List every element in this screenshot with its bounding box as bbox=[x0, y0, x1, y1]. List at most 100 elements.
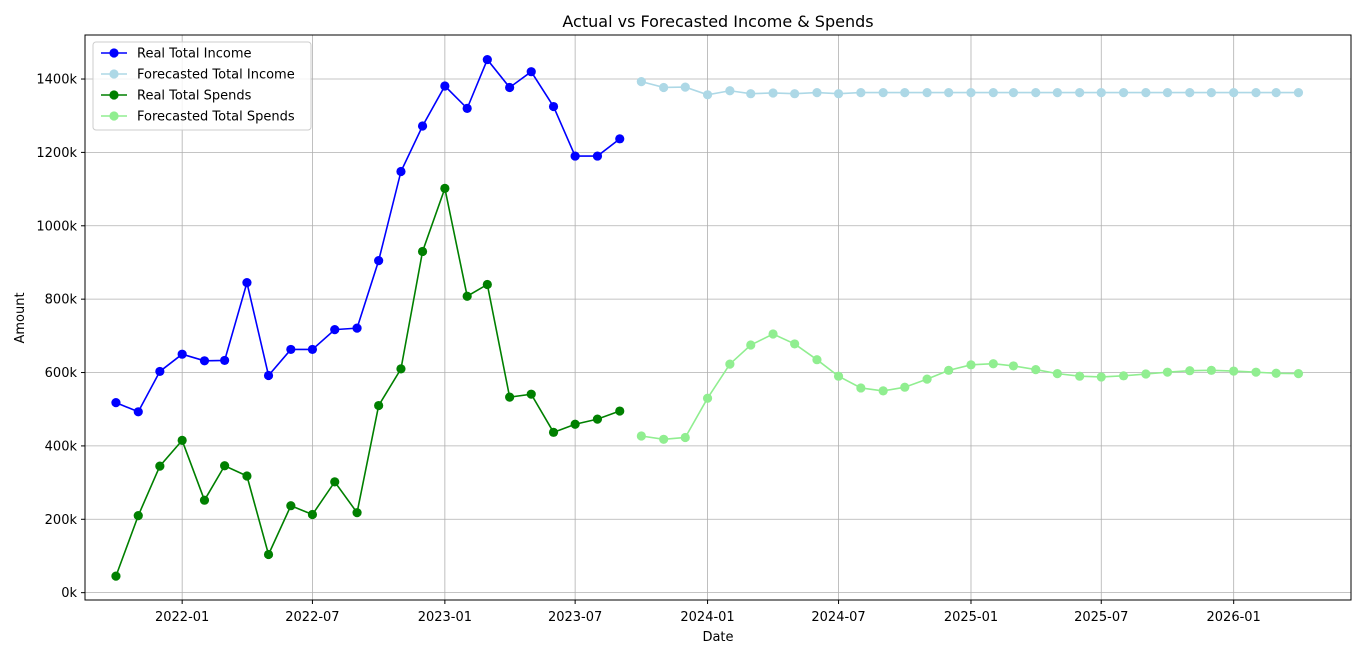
x-tick-label: 2022-01 bbox=[155, 610, 209, 625]
data-point-forecasted-total-income bbox=[1141, 88, 1151, 98]
legend-item: Forecasted Total Income bbox=[101, 68, 295, 83]
legend-label: Real Total Spends bbox=[137, 89, 252, 104]
data-point-forecasted-total-spends bbox=[636, 431, 646, 441]
data-point-real-total-income bbox=[592, 151, 603, 161]
data-point-real-total-spends bbox=[133, 511, 143, 521]
series-forecasted-total-spends bbox=[636, 329, 1304, 444]
series-group bbox=[111, 54, 1304, 581]
data-point-real-total-spends bbox=[548, 427, 559, 437]
data-point-real-total-spends bbox=[111, 571, 121, 581]
data-point-forecasted-total-income bbox=[1185, 88, 1195, 98]
data-point-forecasted-total-income bbox=[768, 88, 778, 98]
data-point-forecasted-total-income bbox=[1052, 88, 1062, 98]
data-point-forecasted-total-income bbox=[1008, 88, 1019, 98]
data-point-real-total-spends bbox=[462, 291, 472, 301]
data-point-real-total-spends bbox=[440, 183, 450, 193]
data-point-forecasted-total-income bbox=[725, 86, 735, 96]
data-point-forecasted-total-income bbox=[1251, 88, 1261, 98]
data-point-real-total-spends bbox=[330, 477, 340, 487]
data-point-real-total-spends bbox=[505, 392, 515, 402]
x-tick-label: 2025-07 bbox=[1074, 610, 1128, 625]
data-point-forecasted-total-income bbox=[900, 88, 910, 98]
data-point-forecasted-total-spends bbox=[922, 374, 932, 384]
data-point-forecasted-total-income bbox=[1031, 88, 1041, 98]
data-point-forecasted-total-income bbox=[790, 89, 800, 99]
data-point-forecasted-total-spends bbox=[746, 340, 756, 350]
legend-item: Forecasted Total Spends bbox=[101, 110, 295, 125]
data-point-forecasted-total-spends bbox=[790, 339, 800, 349]
data-point-forecasted-total-spends bbox=[944, 365, 954, 375]
data-point-real-total-spends bbox=[177, 435, 187, 446]
data-point-forecasted-total-spends bbox=[833, 371, 844, 381]
data-point-forecasted-total-spends bbox=[900, 382, 910, 392]
data-point-forecasted-total-income bbox=[1206, 88, 1216, 98]
data-point-real-total-spends bbox=[482, 279, 492, 290]
data-point-real-total-income bbox=[133, 407, 143, 417]
data-point-real-total-income bbox=[199, 356, 210, 366]
data-point-forecasted-total-spends bbox=[1185, 366, 1195, 376]
data-point-real-total-income bbox=[307, 344, 318, 355]
data-point-forecasted-total-spends bbox=[1229, 366, 1239, 376]
data-point-real-total-income bbox=[111, 398, 121, 408]
data-point-real-total-income bbox=[548, 101, 559, 112]
data-point-real-total-income bbox=[220, 355, 230, 366]
legend-marker bbox=[109, 111, 119, 121]
legend: Real Total Income Forecasted Total Income… bbox=[92, 41, 312, 131]
data-point-forecasted-total-spends bbox=[702, 393, 713, 403]
data-point-real-total-income bbox=[417, 121, 428, 131]
data-point-real-total-income bbox=[242, 278, 252, 288]
axis-ticks: 0k 200k 400k 600k 800k 1000k 1200k 1400k 2022-01… bbox=[36, 73, 1260, 625]
legend-item: Real Total Spends bbox=[101, 89, 252, 104]
data-point-real-total-spends bbox=[526, 389, 536, 399]
data-point-real-total-spends bbox=[242, 471, 252, 481]
legend-marker bbox=[109, 69, 119, 79]
chart-title: Actual vs Forecasted Income & Spends bbox=[562, 12, 873, 31]
data-point-forecasted-total-spends bbox=[988, 359, 998, 369]
data-point-real-total-income bbox=[505, 82, 515, 93]
data-point-real-total-income bbox=[286, 344, 296, 355]
data-point-forecasted-total-spends bbox=[680, 432, 690, 443]
data-point-forecasted-total-spends bbox=[725, 359, 735, 369]
data-point-real-total-spends bbox=[286, 501, 296, 511]
data-point-forecasted-total-income bbox=[636, 76, 646, 87]
data-point-forecasted-total-income bbox=[659, 82, 669, 93]
data-point-forecasted-total-spends bbox=[1052, 369, 1062, 379]
data-point-real-total-income bbox=[615, 134, 625, 144]
data-point-forecasted-total-income bbox=[1075, 88, 1085, 98]
data-point-real-total-income bbox=[396, 166, 406, 177]
x-tick-label: 2023-07 bbox=[548, 610, 602, 625]
data-point-forecasted-total-income bbox=[702, 90, 713, 100]
data-point-forecasted-total-spends bbox=[812, 355, 822, 365]
data-point-real-total-income bbox=[482, 54, 492, 65]
data-point-forecasted-total-spends bbox=[1031, 364, 1041, 375]
data-point-real-total-income bbox=[570, 151, 580, 161]
data-point-real-total-spends bbox=[417, 246, 428, 257]
data-point-forecasted-total-spends bbox=[659, 434, 669, 444]
data-point-forecasted-total-income bbox=[833, 89, 844, 99]
x-tick-label: 2022-07 bbox=[285, 610, 339, 625]
data-point-forecasted-total-income bbox=[878, 88, 888, 98]
series-real-total-spends bbox=[111, 183, 625, 581]
y-tick-label: 1200k bbox=[36, 146, 77, 161]
data-point-real-total-income bbox=[155, 366, 165, 377]
data-point-forecasted-total-spends bbox=[1096, 372, 1106, 382]
legend-label: Forecasted Total Spends bbox=[137, 110, 295, 125]
y-tick-label: 1400k bbox=[36, 73, 77, 88]
data-point-real-total-income bbox=[462, 103, 472, 113]
x-tick-label: 2025-01 bbox=[944, 610, 998, 625]
y-axis-label: Amount bbox=[13, 292, 28, 343]
data-point-real-total-spends bbox=[374, 400, 384, 411]
data-point-real-total-income bbox=[374, 256, 384, 266]
data-point-forecasted-total-spends bbox=[1206, 365, 1216, 375]
data-point-real-total-spends bbox=[263, 549, 274, 560]
data-point-real-total-spends bbox=[352, 508, 362, 518]
data-point-real-total-spends bbox=[396, 364, 406, 374]
data-point-forecasted-total-spends bbox=[1008, 361, 1019, 371]
y-tick-label: 0k bbox=[61, 586, 77, 601]
data-point-forecasted-total-spends bbox=[1271, 368, 1281, 378]
data-point-forecasted-total-spends bbox=[856, 383, 866, 393]
data-point-forecasted-total-income bbox=[944, 88, 954, 98]
data-point-forecasted-total-income bbox=[746, 89, 756, 99]
legend-frame bbox=[92, 41, 312, 131]
data-point-real-total-income bbox=[526, 67, 536, 77]
